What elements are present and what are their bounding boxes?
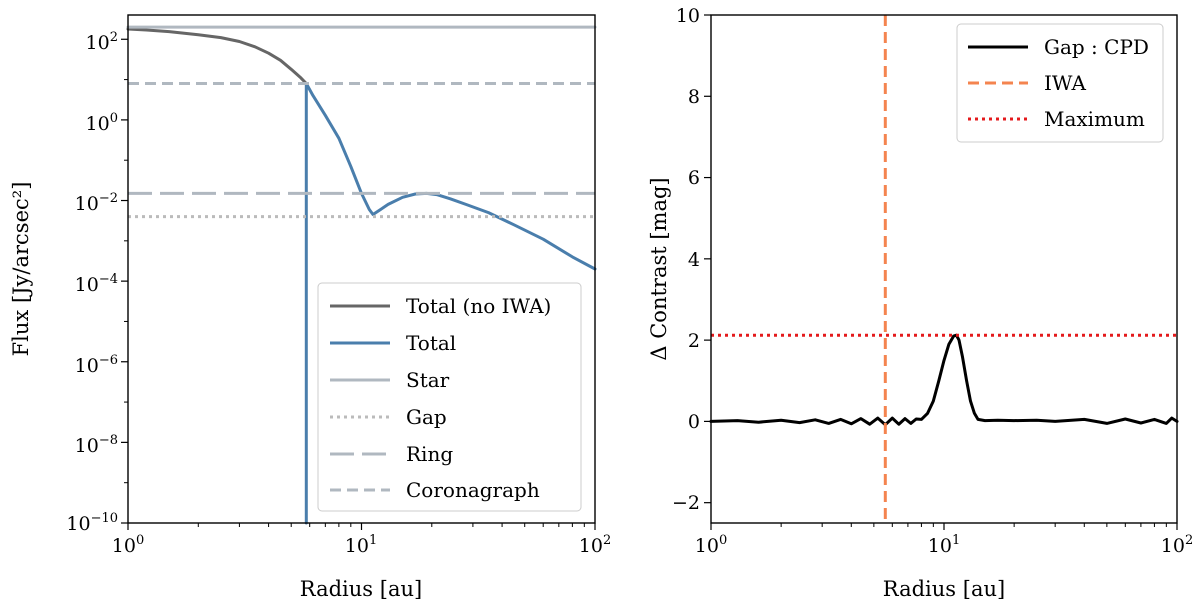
legend-label-coronagraph: Coronagraph (406, 478, 540, 502)
contrast-legend-box (956, 23, 1164, 143)
contrast-legend: Gap : CPD IWA Maximum (956, 23, 1164, 143)
flux-series-total (304, 82, 597, 525)
contrast-series-gap-cpd (709, 333, 1179, 427)
contrast-y-tick-label: 4 (688, 249, 700, 271)
flux-y-tick-label: 10−2 (75, 191, 118, 215)
contrast-x-tick-label: 101 (928, 533, 960, 557)
flux-legend: Total (no IWA) Total Star Gap Ring Coron… (317, 282, 582, 512)
flux-y-tick-label: 10−10 (66, 511, 118, 535)
legend-label-maximum: Maximum (1044, 107, 1145, 131)
flux-x-tick-label: 100 (112, 533, 144, 557)
flux-y-tick-label: 10−8 (75, 433, 118, 457)
contrast-y-tick-label: 2 (688, 330, 700, 352)
contrast-x-tick-label: 102 (1161, 533, 1193, 557)
flux-series-total-no-iwa (126, 27, 308, 85)
flux-chart: 100 101 102 102 100 10−2 10−4 10−6 10−8 … (9, 14, 611, 601)
contrast-chart: 100 101 102 10 8 6 4 2 0 −2 Radius [au] … (647, 5, 1193, 601)
contrast-y-tick-label: 10 (676, 5, 700, 27)
contrast-y-tick-label: 6 (688, 167, 700, 189)
flux-x-axis-label: Radius [au] (300, 577, 422, 601)
legend-label-iwa: IWA (1044, 71, 1086, 95)
legend-label-ring: Ring (406, 442, 453, 466)
contrast-y-axis-label: Δ Contrast [mag] (647, 177, 671, 360)
legend-label-total: Total (406, 331, 456, 355)
contrast-x-axis-label: Radius [au] (883, 577, 1005, 601)
legend-label-gap: Gap (406, 405, 447, 429)
flux-x-tick-label: 102 (579, 533, 611, 557)
contrast-y-tick-label: 0 (688, 411, 700, 433)
legend-label-total-no-iwa: Total (no IWA) (406, 294, 551, 318)
flux-y-tick-label: 10−6 (75, 353, 118, 377)
contrast-y-tick-label: −2 (672, 492, 700, 514)
flux-y-tick-label: 102 (86, 30, 118, 54)
flux-y-tick-label: 10−4 (75, 272, 118, 296)
flux-y-tick-label: 100 (86, 111, 118, 135)
flux-x-tick-label: 101 (345, 533, 377, 557)
flux-y-axis-label: Flux [Jy/arcsec²] (9, 182, 33, 357)
contrast-x-tick-label: 100 (695, 533, 727, 557)
legend-label-gap-cpd: Gap : CPD (1044, 35, 1149, 59)
contrast-y-tick-label: 8 (688, 86, 700, 108)
legend-label-star: Star (406, 368, 450, 392)
